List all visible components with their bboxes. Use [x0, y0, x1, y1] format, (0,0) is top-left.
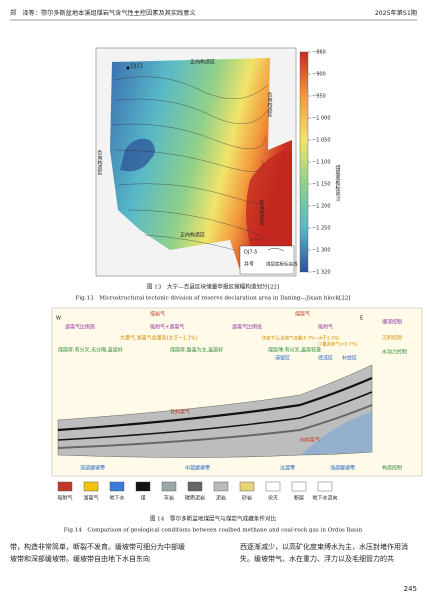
legend-swatch [213, 481, 229, 492]
legend-label: 游离气 [83, 495, 98, 502]
legend-label: 地下水 [109, 495, 124, 502]
zone: 浅部缓坡带 [330, 465, 355, 472]
row2: 大量气,游离气含量高(大于~1.3%) [120, 335, 197, 342]
map-label: 负向构造区 [97, 149, 103, 175]
legend-label: 吸附气 [57, 495, 72, 502]
header-left: 郑 泽等：鄂尔多斯盆地本溪组煤岩气含气性主控因素及其实践意义 [10, 9, 196, 17]
legend-label: 泥岩 [216, 495, 226, 502]
row2: 少量游离气(<0.7%) [318, 341, 358, 348]
map-legend [239, 245, 295, 275]
body-left: 带，构造非常简单，断裂不发育。缓坡带可细分为中部缓坡带和深部缓坡带。缓坡带自由地… [10, 543, 185, 563]
fig14-legend: 吸附气 游离气 地下水 煤 灰岩 碳质泥岩 泥岩 砂岩 尖灭 断层 地下水流向 [57, 481, 338, 502]
row1: 吸附气 [318, 324, 333, 331]
colorbar-tick-label: −1 150 [312, 182, 331, 188]
legend-label: 断层 [294, 495, 304, 502]
control: 水动力控制 [382, 349, 407, 356]
direction: E [360, 316, 363, 322]
zone: 过渡带 [280, 465, 295, 472]
legend-well: 井号 [244, 261, 254, 268]
control: 埋深控制 [382, 319, 402, 326]
gas-type: 煤岩气 [150, 311, 165, 318]
colorbar-tick-label: −1 000 [312, 116, 331, 122]
header-right: 2025年第S1期 [375, 9, 417, 17]
map-low [120, 138, 155, 172]
water-zone: 滞留区 [275, 355, 290, 362]
map-label: 负向构造区 [259, 199, 265, 225]
legend-swatch [317, 481, 333, 492]
map-label: 正向构造区 [190, 59, 215, 66]
map-label: 负向构造区 [267, 91, 273, 117]
colorbar-tick-label: −1 320 [312, 270, 331, 276]
well [126, 66, 130, 70]
legend-swatch [291, 481, 307, 492]
legend-well-name: DJ7-5 [244, 250, 258, 256]
row3: 煤层厚,整装为主,盖层好 [170, 347, 223, 354]
row1: 吸附气+游离气 [150, 324, 184, 331]
colorbar [299, 51, 309, 273]
cross-section [57, 364, 373, 458]
control: 构造控制 [382, 465, 402, 472]
section-label: 背斜富气 [170, 409, 190, 416]
legend-contour: 煤层底板标高线 [266, 261, 298, 268]
legend-swatch [135, 481, 151, 492]
colorbar-tick-label: −900 [312, 72, 326, 78]
water-zone: 补给区 [342, 355, 357, 362]
legend-swatch [265, 481, 281, 492]
water-zone: 径流区 [318, 355, 333, 362]
colorbar-ticks: −860 −900 −950 −1 000 −1 050 −1 100 −1 150 −1 2… [308, 50, 331, 276]
control: 沉积控制 [382, 335, 402, 342]
colorbar-tick-label: −1 050 [312, 138, 331, 144]
zone: 中部缓坡带 [185, 465, 210, 472]
colorbar-tick-label: −1 300 [312, 248, 331, 254]
legend-swatch [239, 481, 255, 492]
colorbar-tick-label: −950 [312, 94, 326, 100]
caption-cn: 图 13 大宁—吉县区块储量申报区微幅构造划分[22] [147, 283, 279, 291]
legend-swatch [109, 481, 125, 492]
row1: 游离气比例低 [232, 324, 262, 331]
legend-swatch [57, 481, 73, 492]
section-label: 向斜富气 [300, 437, 320, 444]
legend-label: 砂岩 [242, 495, 252, 502]
legend-label: 碳质泥岩 [185, 495, 205, 502]
colorbar-tick-label: −1 200 [312, 204, 331, 210]
row2: 快速下沉,游离气含量(0.7%~大于1.3%) [262, 335, 340, 342]
legend-contour-icon [267, 248, 285, 252]
well-label: DJ13 [131, 64, 143, 70]
legend-swatch [187, 481, 203, 492]
row3: 煤层厚,有分叉,无分隔,盖层好 [58, 347, 123, 354]
legend-label: 尖灭 [268, 495, 278, 502]
legend-swatch [83, 481, 99, 492]
row3: 煤层薄,有分叉,盖层较差 [268, 347, 321, 354]
caption-en: Fig.14 Comparison of geological conditio… [64, 528, 363, 534]
page-number: 245 [404, 585, 417, 593]
legend-label: 煤 [140, 495, 145, 502]
legend-swatch [161, 481, 177, 492]
map-label: 正向构造区 [180, 232, 205, 239]
caption-en: Fig.13 Microstructural tectonic division… [76, 296, 351, 302]
row1: 游离气比例高 [65, 324, 95, 331]
map-high [246, 150, 292, 265]
legend-label: 灰岩 [164, 495, 174, 502]
body-right: 西逐渐减少，以高矿化度束缚水为主，水压封堵作用消失。缓坡带气、水在重力、浮力以及… [240, 543, 408, 563]
caption-cn: 图 14 鄂尔多斯盆地煤层气与煤岩气成藏条件对比 [150, 515, 277, 523]
colorbar-title: 煤层底板标高/m [335, 164, 341, 201]
contours [111, 76, 269, 251]
zone: 深部缓坡带 [80, 465, 105, 472]
colorbar-tick-label: −1 100 [312, 160, 331, 166]
colorbar-tick-label: −860 [312, 50, 326, 56]
legend-label: 地下水流向 [312, 495, 337, 502]
direction: W [56, 316, 61, 322]
colorbar-tick-label: −1 250 [312, 226, 331, 232]
gas-type: 煤层气 [295, 311, 310, 318]
